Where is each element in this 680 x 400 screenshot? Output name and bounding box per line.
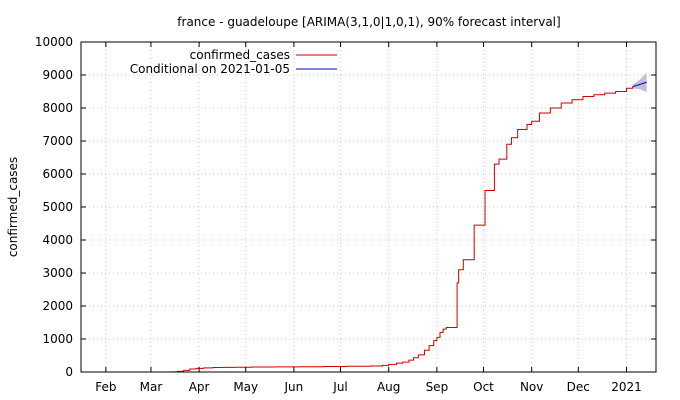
x-tick-label: May: [233, 380, 258, 394]
y-tick-label: 1000: [42, 332, 73, 346]
x-tick-label: Jul: [332, 380, 347, 394]
series-line-0: [81, 86, 634, 373]
legend-label-0: confirmed_cases: [190, 48, 290, 62]
y-tick-label: 9000: [42, 68, 73, 82]
x-tick-label: Apr: [189, 380, 210, 394]
series-line-1: [632, 81, 647, 88]
x-tick-label: Jun: [284, 380, 304, 394]
x-tick-label: Nov: [520, 380, 543, 394]
series-lines: [81, 81, 647, 373]
y-tick-label: 2000: [42, 299, 73, 313]
y-tick-label: 6000: [42, 167, 73, 181]
x-tick-label: Aug: [377, 380, 400, 394]
x-tick-label: 2021: [611, 380, 642, 394]
y-tick-label: 5000: [42, 200, 73, 214]
x-tick-label: Feb: [95, 380, 116, 394]
y-tick-label: 10000: [35, 35, 73, 49]
chart-title: france - guadeloupe [ARIMA(3,1,0|1,0,1),…: [177, 15, 560, 29]
y-tick-label: 0: [65, 365, 73, 379]
y-axis-label: confirmed_cases: [6, 157, 20, 257]
legend-label-1: Conditional on 2021-01-05: [130, 62, 290, 76]
grid: [81, 42, 656, 372]
y-tick-label: 8000: [42, 101, 73, 115]
x-tick-label: Sep: [426, 380, 449, 394]
y-tick-label: 7000: [42, 134, 73, 148]
x-tick-label: Mar: [140, 380, 163, 394]
x-tick-label: Oct: [473, 380, 494, 394]
x-tick-label: Dec: [567, 380, 590, 394]
forecast-band: [632, 72, 647, 93]
forecast-interval: [632, 72, 647, 93]
y-tick-label: 3000: [42, 266, 73, 280]
y-tick-label: 4000: [42, 233, 73, 247]
axis-ticks: 0 1000 2000 3000 4000 5000 6000 7000 8000 9000 100…: [35, 35, 656, 394]
